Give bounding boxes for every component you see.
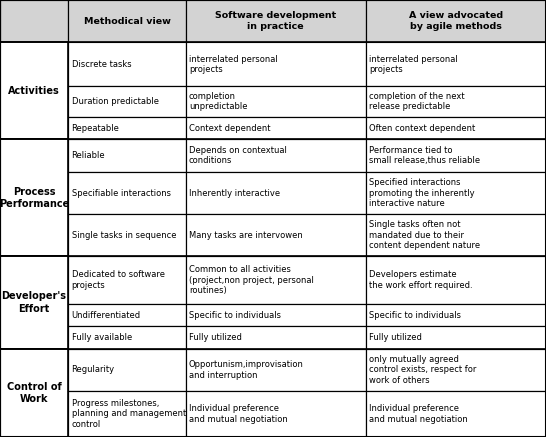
Text: Fully utilized: Fully utilized	[369, 333, 422, 342]
Text: A view advocated
by agile methods: A view advocated by agile methods	[409, 11, 503, 31]
Text: Progress milestones,
planning and management
control: Progress milestones, planning and manage…	[72, 399, 186, 429]
Bar	[366, 86, 546, 117]
Text: Specified interactions
promoting the inherently
interactive nature: Specified interactions promoting the inh…	[369, 178, 474, 208]
Bar	[186, 42, 366, 86]
Bar	[0, 256, 68, 349]
Text: Duration predictable: Duration predictable	[72, 97, 158, 106]
Text: Performance tied to
small release,thus reliable: Performance tied to small release,thus r…	[369, 146, 480, 166]
Bar	[186, 256, 366, 304]
Text: Individual preference
and mutual negotiation: Individual preference and mutual negotia…	[369, 404, 468, 424]
Text: interrelated personal
projects: interrelated personal projects	[189, 55, 278, 74]
Bar	[366, 349, 546, 391]
Text: Context dependent: Context dependent	[189, 124, 270, 133]
Text: Control of
Work: Control of Work	[7, 382, 62, 404]
Bar	[68, 139, 186, 172]
Text: Regularity: Regularity	[72, 365, 115, 375]
Text: Often context dependent: Often context dependent	[369, 124, 476, 133]
Bar	[186, 214, 366, 256]
Bar	[366, 0, 546, 42]
Bar	[366, 256, 546, 304]
Bar	[68, 256, 186, 304]
Bar	[366, 139, 546, 172]
Text: Common to all activities
(project,non project, personal
routines): Common to all activities (project,non pr…	[189, 265, 314, 295]
Text: Depends on contextual
conditions: Depends on contextual conditions	[189, 146, 287, 166]
Bar	[366, 117, 546, 139]
Text: only mutually agreed
control exists, respect for
work of others: only mutually agreed control exists, res…	[369, 355, 477, 385]
Text: Fully available: Fully available	[72, 333, 132, 342]
Text: Developer's
Effort: Developer's Effort	[2, 291, 67, 314]
Bar	[186, 139, 366, 172]
Bar	[68, 214, 186, 256]
Text: completion of the next
release predictable: completion of the next release predictab…	[369, 92, 465, 111]
Bar	[68, 86, 186, 117]
Text: interrelated personal
projects: interrelated personal projects	[369, 55, 458, 74]
Bar	[366, 391, 546, 437]
Text: Software development
in practice: Software development in practice	[215, 11, 336, 31]
Bar	[186, 304, 366, 326]
Bar	[68, 304, 186, 326]
Bar	[186, 86, 366, 117]
Bar	[68, 172, 186, 214]
Bar	[0, 0, 68, 42]
Bar	[366, 214, 546, 256]
Text: Single tasks in sequence: Single tasks in sequence	[72, 231, 176, 240]
Text: Developers estimate
the work effort required.: Developers estimate the work effort requ…	[369, 271, 473, 290]
Text: Reliable: Reliable	[72, 151, 105, 160]
Text: Inherently interactive: Inherently interactive	[189, 189, 280, 198]
Text: Many tasks are intervowen: Many tasks are intervowen	[189, 231, 302, 240]
Bar	[186, 0, 366, 42]
Bar	[0, 42, 68, 139]
Bar	[68, 349, 186, 391]
Bar	[186, 117, 366, 139]
Text: Dedicated to software
projects: Dedicated to software projects	[72, 271, 164, 290]
Text: Opportunism,improvisation
and interruption: Opportunism,improvisation and interrupti…	[189, 360, 304, 380]
Bar	[366, 304, 546, 326]
Text: Individual preference
and mutual negotiation: Individual preference and mutual negotia…	[189, 404, 288, 424]
Text: Discrete tasks: Discrete tasks	[72, 60, 131, 69]
Bar	[366, 172, 546, 214]
Bar	[0, 349, 68, 437]
Text: Specific to individuals: Specific to individuals	[189, 311, 281, 320]
Bar	[186, 391, 366, 437]
Bar	[68, 0, 186, 42]
Text: completion
unpredictable: completion unpredictable	[189, 92, 247, 111]
Text: Repeatable: Repeatable	[72, 124, 120, 133]
Bar	[186, 326, 366, 349]
Bar	[68, 326, 186, 349]
Bar	[68, 391, 186, 437]
Bar	[186, 172, 366, 214]
Bar	[366, 326, 546, 349]
Text: Undifferentiated: Undifferentiated	[72, 311, 141, 320]
Text: Process
Performance: Process Performance	[0, 187, 69, 209]
Bar	[68, 117, 186, 139]
Bar	[186, 349, 366, 391]
Text: Methodical view: Methodical view	[84, 17, 170, 26]
Bar	[68, 42, 186, 86]
Text: Specifiable interactions: Specifiable interactions	[72, 189, 170, 198]
Text: Fully utilized: Fully utilized	[189, 333, 242, 342]
Text: Specific to individuals: Specific to individuals	[369, 311, 461, 320]
Text: Single tasks often not
mandated due to their
content dependent nature: Single tasks often not mandated due to t…	[369, 220, 480, 250]
Text: Activities: Activities	[8, 86, 60, 96]
Bar	[366, 42, 546, 86]
Bar	[0, 139, 68, 256]
